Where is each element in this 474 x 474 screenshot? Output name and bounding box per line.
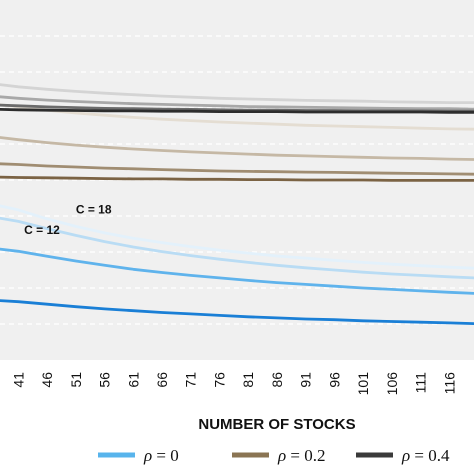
series-line-rho-0-4 bbox=[0, 83, 474, 104]
series-line-rho-0-2 bbox=[0, 162, 474, 176]
x-tick-label: 86 bbox=[269, 372, 285, 388]
legend-label: ρ = 0.4 bbox=[401, 446, 450, 465]
x-tick-label: 76 bbox=[212, 372, 228, 388]
x-tick-label: 66 bbox=[154, 372, 170, 388]
series-lines bbox=[0, 83, 474, 325]
x-tick-label: 71 bbox=[183, 372, 199, 388]
series-line-rho-0 bbox=[0, 247, 474, 295]
x-tick-label: 111 bbox=[413, 372, 429, 393]
x-tick-label: 46 bbox=[39, 372, 55, 388]
series-line-rho-0 bbox=[0, 204, 474, 270]
x-axis-title: NUMBER OF STOCKS bbox=[198, 416, 355, 433]
series-line-rho-0-4 bbox=[0, 108, 474, 114]
legend-label: ρ = 0.2 bbox=[277, 446, 326, 465]
x-tick-label: 41 bbox=[10, 372, 26, 388]
annotation-label: C = 18 bbox=[76, 202, 112, 216]
annotations: C = 18 C = 12 bbox=[24, 202, 112, 237]
x-tick-label: 56 bbox=[97, 372, 113, 388]
series-line-rho-0 bbox=[0, 216, 474, 280]
x-tick-label: 96 bbox=[326, 372, 342, 388]
x-tick-label: 91 bbox=[298, 372, 314, 388]
series-line-rho-0-2 bbox=[0, 136, 474, 161]
series-line-rho-0-4 bbox=[0, 95, 474, 111]
series-line-rho-0-2 bbox=[0, 175, 474, 182]
x-tick-label: 101 bbox=[355, 372, 371, 396]
x-tick-label: 116 bbox=[441, 372, 457, 395]
x-tick-label: 51 bbox=[68, 372, 84, 388]
annotation-label: C = 12 bbox=[24, 223, 60, 237]
series-line-rho-0-2 bbox=[0, 103, 474, 131]
x-axis-ticks: 41 46 51 56 61 66 71 76 81 86 91 96 101 106 111 116 bbox=[10, 372, 457, 396]
x-tick-label: 106 bbox=[384, 372, 400, 396]
legend-label: ρ = 0 bbox=[143, 446, 179, 465]
x-tick-label: 61 bbox=[125, 372, 141, 388]
legend: ρ = 0 ρ = 0.2 ρ = 0.4 bbox=[98, 446, 450, 465]
series-line-rho-0 bbox=[0, 299, 474, 325]
x-tick-label: 81 bbox=[240, 372, 256, 388]
